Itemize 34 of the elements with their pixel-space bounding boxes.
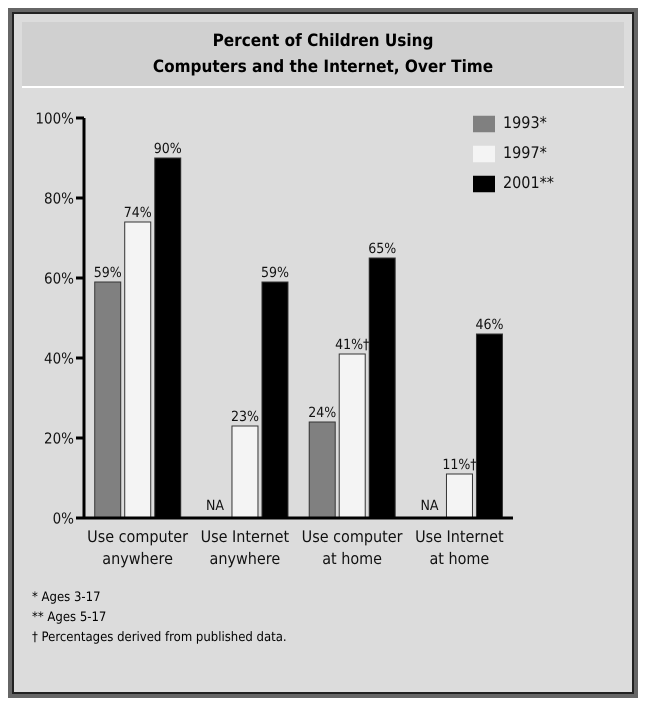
- text: ** Ages 5-17: [32, 609, 108, 627]
- chart-title: Percent of Children Using Computers and the Internet, Over Time: [152, 30, 494, 79]
- data-label: 59%: [94, 265, 122, 281]
- y-tick-label: 80%: [44, 189, 74, 208]
- bar: [94, 282, 122, 518]
- x-tick-label: Use computer anywhere: [87, 527, 188, 568]
- y-tick-label: 40%: [44, 349, 74, 368]
- data-label: 24%: [308, 405, 336, 421]
- y-tick-label: 100%: [35, 109, 74, 128]
- x-tick-label: Use computer at home: [302, 527, 403, 568]
- bar: [338, 354, 366, 518]
- y-tick-label: 0%: [52, 509, 74, 528]
- x-tick-label: Use Internet anywhere: [200, 527, 290, 568]
- text: NA: [206, 498, 224, 514]
- text: * Ages 3-17: [32, 589, 102, 607]
- legend-label: 1997*: [502, 143, 547, 162]
- bar: [446, 474, 473, 518]
- bar: [124, 222, 152, 518]
- x-tick-label: Use Internet at home: [415, 527, 504, 568]
- data-label: 90%: [154, 141, 182, 157]
- legend-label: 1993*: [502, 113, 547, 132]
- data-label: 23%: [230, 409, 259, 425]
- text: † Percentages derived from published data.: [32, 629, 288, 647]
- bar: [308, 422, 336, 518]
- bar: [231, 426, 258, 518]
- text: NA: [420, 498, 438, 514]
- data-label: 74%: [124, 205, 152, 221]
- data-label: 65%: [368, 241, 396, 257]
- data-label: 46%: [475, 317, 504, 333]
- data-label: 59%: [260, 265, 289, 281]
- y-tick-label: 60%: [44, 269, 74, 288]
- legend-label: 2001**: [502, 173, 554, 192]
- data-label: 41%†: [335, 337, 370, 353]
- y-tick-label: 20%: [44, 429, 74, 448]
